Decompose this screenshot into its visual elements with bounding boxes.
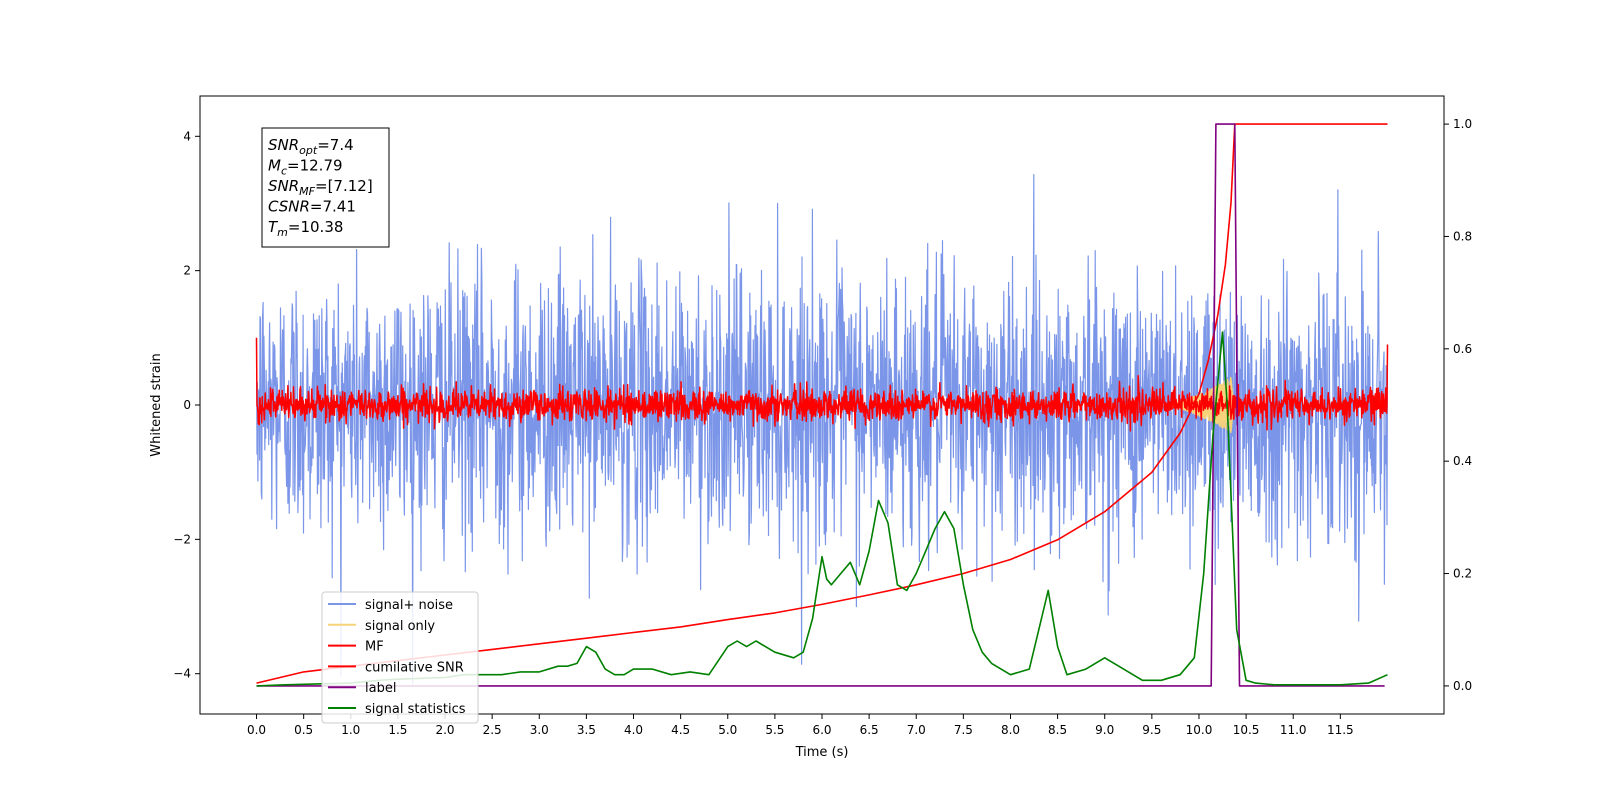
y-axis-left-ticks: −4 −2 0 2 4 xyxy=(173,129,200,681)
y-tick-label: 2 xyxy=(183,264,191,278)
series-mf-line xyxy=(255,337,1389,432)
y-axis-label: Whitened strain xyxy=(149,353,164,456)
x-tick-label: 8.5 xyxy=(1048,723,1067,737)
y-axis-right-ticks: 0.0 0.2 0.4 0.6 0.8 1.0 xyxy=(1444,117,1472,693)
x-tick-label: 5.0 xyxy=(718,723,737,737)
x-tick-label: 7.0 xyxy=(907,723,926,737)
series-signal-noise-line xyxy=(255,174,1389,685)
x-tick-label: 7.5 xyxy=(954,723,973,737)
legend-entry-label: signal statistics xyxy=(365,702,466,717)
legend-entry-label: cumilative SNR xyxy=(365,660,464,675)
annotation-line: SNRopt=7.4 xyxy=(268,136,354,157)
legend-entry-label: signal only xyxy=(365,619,435,634)
legend-entry-label: signal+ noise xyxy=(365,598,453,613)
series-label-line xyxy=(256,123,1385,687)
annotation-line: SNRMF=[7.12] xyxy=(268,177,373,198)
y-tick-label: −4 xyxy=(173,667,191,681)
legend-frame xyxy=(321,591,479,724)
x-tick-label: 0.5 xyxy=(294,723,313,737)
x-axis-ticks: 0.0 0.5 1.0 1.5 2.0 2.5 3.0 3.5 4.0 4.5 5.0 5.5 6.0 6… xyxy=(247,714,1354,737)
legend-entry-label: label xyxy=(365,681,396,696)
x-tick-label: 10.0 xyxy=(1186,723,1213,737)
x-tick-label: 2.0 xyxy=(435,723,454,737)
x-tick-label: 4.5 xyxy=(671,723,690,737)
x-tick-label: 11.0 xyxy=(1280,723,1307,737)
y2-tick-label: 0.6 xyxy=(1453,342,1472,356)
annotation-line: Mc=12.79 xyxy=(268,157,343,178)
x-tick-label: 2.5 xyxy=(483,723,502,737)
y2-tick-label: 0.2 xyxy=(1453,567,1472,581)
x-tick-label: 5.5 xyxy=(765,723,784,737)
x-tick-label: 0.0 xyxy=(247,723,266,737)
y2-tick-label: 0.0 xyxy=(1453,679,1472,693)
x-tick-label: 8.0 xyxy=(1001,723,1020,737)
series-layer xyxy=(255,123,1389,687)
series-cumilative-snr-line xyxy=(256,123,1388,684)
y2-tick-label: 1.0 xyxy=(1453,117,1472,131)
x-tick-label: 6.5 xyxy=(860,723,879,737)
x-tick-label: 1.0 xyxy=(341,723,360,737)
y2-tick-label: 0.4 xyxy=(1453,454,1472,468)
y-tick-label: 0 xyxy=(183,398,191,412)
x-tick-label: 3.0 xyxy=(530,723,549,737)
y-tick-label: −2 xyxy=(173,532,191,546)
y-tick-label: 4 xyxy=(183,129,191,143)
x-axis-label: Time (s) xyxy=(795,745,849,760)
x-tick-label: 3.5 xyxy=(577,723,596,737)
x-tick-label: 9.5 xyxy=(1142,723,1161,737)
y2-tick-label: 0.8 xyxy=(1453,229,1472,243)
x-tick-label: 11.5 xyxy=(1327,723,1354,737)
annotation-line: CSNR=7.41 xyxy=(268,198,356,216)
x-tick-label: 4.0 xyxy=(624,723,643,737)
x-tick-label: 10.5 xyxy=(1233,723,1260,737)
series-signal-statistics-line xyxy=(256,331,1388,687)
annotation-frame xyxy=(261,127,390,248)
x-tick-label: 1.5 xyxy=(388,723,407,737)
legend: signal+ noise signal only MF cumilative SNR… xyxy=(321,591,479,724)
annotation-line: Tm=10.38 xyxy=(268,218,343,239)
x-tick-label: 9.0 xyxy=(1095,723,1114,737)
x-tick-label: 6.0 xyxy=(812,723,831,737)
legend-entry-label: MF xyxy=(365,640,384,655)
